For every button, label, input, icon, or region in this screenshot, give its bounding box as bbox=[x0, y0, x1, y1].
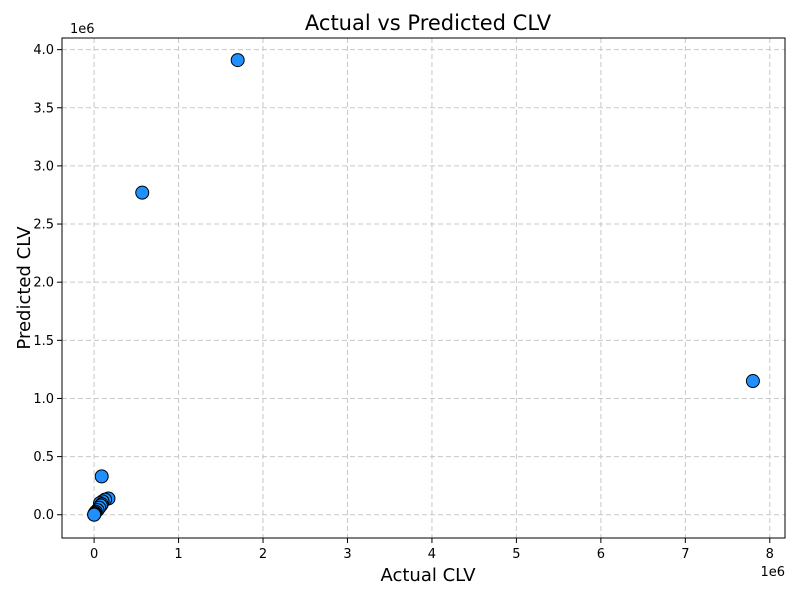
y-tick-label: 3.5 bbox=[33, 101, 54, 116]
y-tick-label: 2.5 bbox=[33, 218, 54, 233]
data-point bbox=[135, 185, 150, 200]
x-tick-label: 3 bbox=[343, 547, 351, 562]
x-tick-label: 4 bbox=[428, 547, 436, 562]
y-tick-label: 1.5 bbox=[33, 334, 54, 349]
y-axis-offset-label: 1e6 bbox=[70, 22, 95, 37]
x-tick-label: 5 bbox=[512, 547, 520, 562]
data-point bbox=[87, 507, 102, 522]
data-point bbox=[745, 374, 760, 389]
x-axis-offset-label: 1e6 bbox=[760, 565, 785, 580]
x-tick-label: 8 bbox=[766, 547, 774, 562]
x-tick-label: 6 bbox=[597, 547, 605, 562]
chart-title: Actual vs Predicted CLV bbox=[305, 11, 552, 35]
x-tick-label: 2 bbox=[259, 547, 267, 562]
x-tick-label: 0 bbox=[90, 547, 98, 562]
x-axis-title: Actual CLV bbox=[380, 565, 476, 586]
x-tick-label: 7 bbox=[681, 547, 689, 562]
y-tick-label: 0.5 bbox=[33, 450, 54, 465]
ticks-layer: 0 1 2 3 4 5 6 7 8 0.0 0.5 1.0 1.5 2.0 2.5 3.0 3.5 4.0 bbox=[33, 43, 774, 562]
data-point bbox=[94, 469, 109, 484]
y-tick-label: 4.0 bbox=[33, 43, 54, 58]
x-tick-label: 1 bbox=[174, 547, 182, 562]
plot-frame bbox=[61, 37, 786, 539]
y-tick-label: 0.0 bbox=[33, 508, 54, 523]
y-tick-label: 1.0 bbox=[33, 392, 54, 407]
y-tick-label: 3.0 bbox=[33, 159, 54, 174]
grid-layer bbox=[62, 38, 785, 538]
y-tick-label: 2.0 bbox=[33, 276, 54, 291]
points-layer bbox=[87, 53, 760, 522]
y-axis-title: Predicted CLV bbox=[14, 226, 35, 350]
data-point bbox=[230, 53, 245, 68]
